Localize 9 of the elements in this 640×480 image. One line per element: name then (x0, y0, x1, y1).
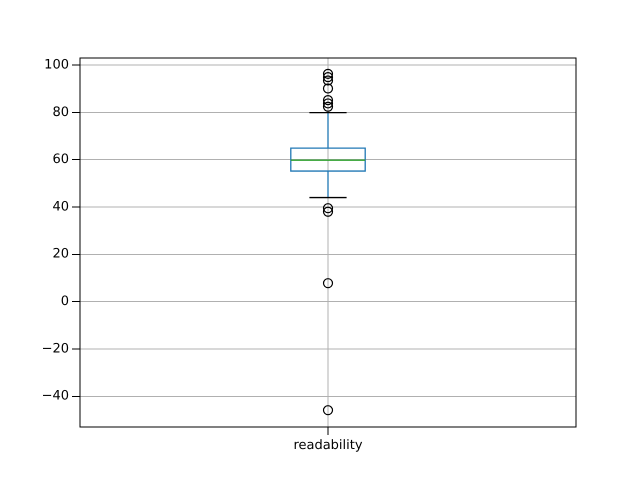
y-tick-label: 100 (44, 57, 69, 72)
y-tick-label: 80 (52, 104, 69, 120)
y-tick-label: −20 (42, 341, 69, 356)
x-tick-label: readability (293, 438, 363, 454)
y-tick-label: 0 (60, 294, 69, 310)
y-tick-label: 60 (52, 152, 69, 168)
y-tick-label: 20 (52, 246, 69, 262)
y-tick-label: −40 (42, 388, 69, 404)
y-tick-label: 40 (52, 199, 69, 214)
